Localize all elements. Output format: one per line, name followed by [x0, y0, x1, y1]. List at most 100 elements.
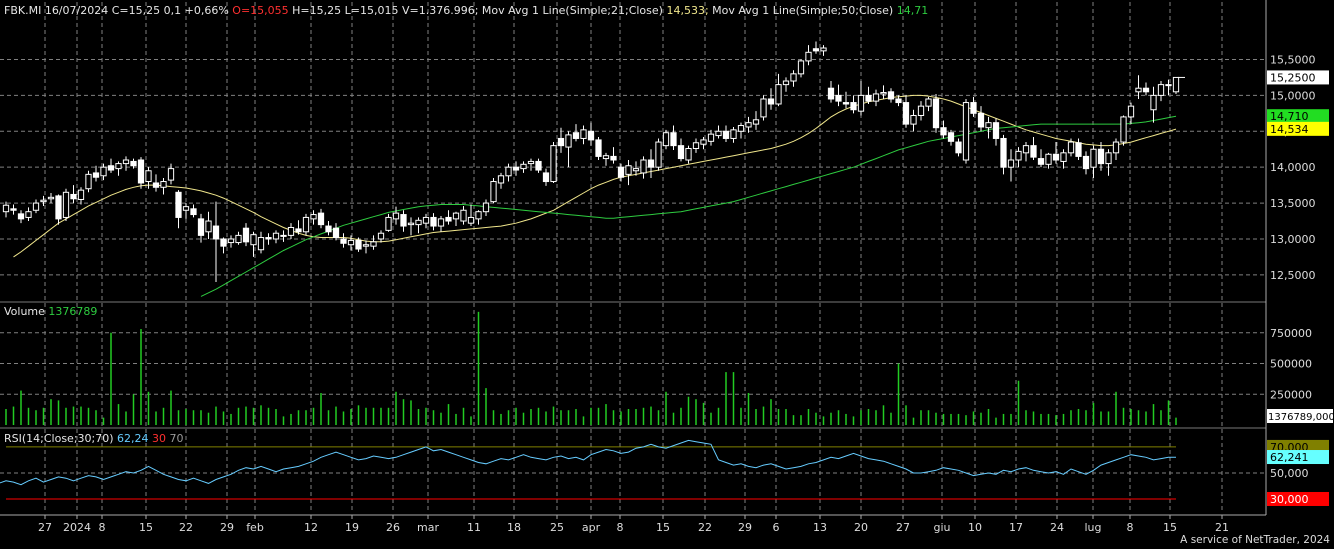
x-tick-label: 29: [220, 521, 234, 534]
candle-body-down: [677, 145, 685, 160]
candle: [617, 163, 625, 182]
ma50-value: 14,71: [896, 4, 929, 17]
candle-body-down: [325, 225, 332, 233]
candle-body-up: [310, 214, 317, 220]
candle-body-up: [115, 163, 122, 170]
candle: [452, 211, 460, 227]
candle: [610, 147, 617, 164]
candle: [925, 96, 932, 112]
candle: [220, 237, 227, 254]
candle-body-down: [940, 127, 947, 136]
candle-body-up: [782, 80, 790, 86]
candle-body-up: [287, 226, 295, 236]
ma50-line: [200, 115, 1177, 297]
candle: [1127, 102, 1135, 125]
candle: [940, 120, 947, 139]
candle-body-up: [272, 232, 280, 240]
volume-legend: Volume 1376789: [4, 305, 97, 318]
volume-badge-label: 1376789,000: [1268, 412, 1334, 423]
candle: [872, 89, 880, 107]
candle: [250, 231, 257, 257]
candle-body-up: [797, 60, 805, 75]
candle: [265, 233, 272, 245]
candle-body-up: [662, 132, 670, 147]
volume-badge: 1376789,000: [1267, 409, 1334, 423]
candle: [422, 213, 430, 229]
candle: [77, 187, 85, 205]
candle-body-down: [955, 141, 962, 154]
candle-body-down: [400, 214, 407, 227]
candle-body-down: [512, 166, 520, 171]
price-tick-label: 14,0000: [1270, 161, 1316, 174]
candle-body-down: [1075, 142, 1082, 157]
candle: [505, 163, 512, 182]
candle: [295, 220, 302, 235]
candle: [1165, 79, 1172, 96]
candle: [737, 122, 745, 139]
candle: [902, 95, 910, 128]
candle: [970, 96, 977, 117]
candle: [602, 152, 610, 166]
candle: [865, 86, 872, 104]
candle-body-up: [235, 234, 242, 244]
candle: [565, 131, 572, 168]
candle-body-up: [482, 202, 490, 213]
candle: [805, 45, 812, 66]
candle: [100, 163, 107, 181]
candle-body-up: [805, 51, 812, 62]
candle-body-down: [242, 227, 250, 243]
candle: [160, 177, 167, 195]
candle: [287, 223, 295, 239]
change-percent: +0,66%: [184, 4, 229, 17]
x-tick-label: 10: [968, 521, 982, 534]
candle: [85, 170, 92, 193]
x-tick-label: 25: [550, 521, 564, 534]
candle-body-down: [670, 132, 677, 147]
candle-body-up: [452, 212, 460, 220]
candle-body-down: [767, 98, 775, 105]
grid-lines: [0, 2, 1266, 512]
candle-body-down: [932, 98, 940, 129]
candle: [235, 231, 242, 245]
candle-body-up: [640, 159, 647, 174]
candle: [302, 213, 310, 236]
candle: [677, 138, 685, 162]
candle-body-up: [1165, 84, 1172, 87]
candle: [955, 138, 962, 157]
candle-body-up: [1090, 148, 1097, 168]
volume-tick-label: 250000: [1270, 388, 1312, 401]
candle-body-up: [820, 47, 827, 52]
candle-body-down: [265, 237, 272, 240]
x-tick-label: 19: [345, 521, 359, 534]
candle: [527, 158, 535, 171]
rsi-value: 62,24: [117, 432, 149, 445]
candle: [362, 240, 370, 254]
candle: [317, 208, 325, 229]
candle: [1075, 138, 1082, 160]
candle-body-down: [977, 112, 985, 128]
candle-body-up: [250, 234, 257, 246]
candle-body-down: [340, 238, 347, 244]
price-badge: 15,2500: [1267, 70, 1329, 85]
change-value: 0,1: [163, 4, 182, 17]
candle: [482, 199, 490, 216]
x-tick-label: 18: [507, 521, 521, 534]
candle-body-down: [317, 212, 325, 226]
axes: 27 2024 8 15 22 29 feb 12 19 26 mar 11 18 25 apr 8 15 22 2…: [0, 0, 1334, 534]
candle-body-up: [257, 237, 265, 251]
rsi-title: RSI(14;Close;30;70): [4, 432, 114, 445]
rsi-badge: 62,241: [1267, 450, 1329, 465]
volume-panel: [5, 311, 1177, 425]
candle: [370, 235, 377, 250]
candle-body-up: [602, 155, 610, 160]
candle-body-up: [460, 209, 467, 222]
candle-body-down: [970, 102, 977, 114]
candle-body-down: [175, 191, 182, 218]
candle-body-up: [925, 98, 932, 107]
candle-body-up: [775, 84, 782, 105]
candle-body-up: [752, 119, 760, 125]
candle: [437, 216, 445, 232]
candle: [385, 213, 392, 232]
candle: [70, 185, 77, 204]
candle: [325, 221, 332, 236]
